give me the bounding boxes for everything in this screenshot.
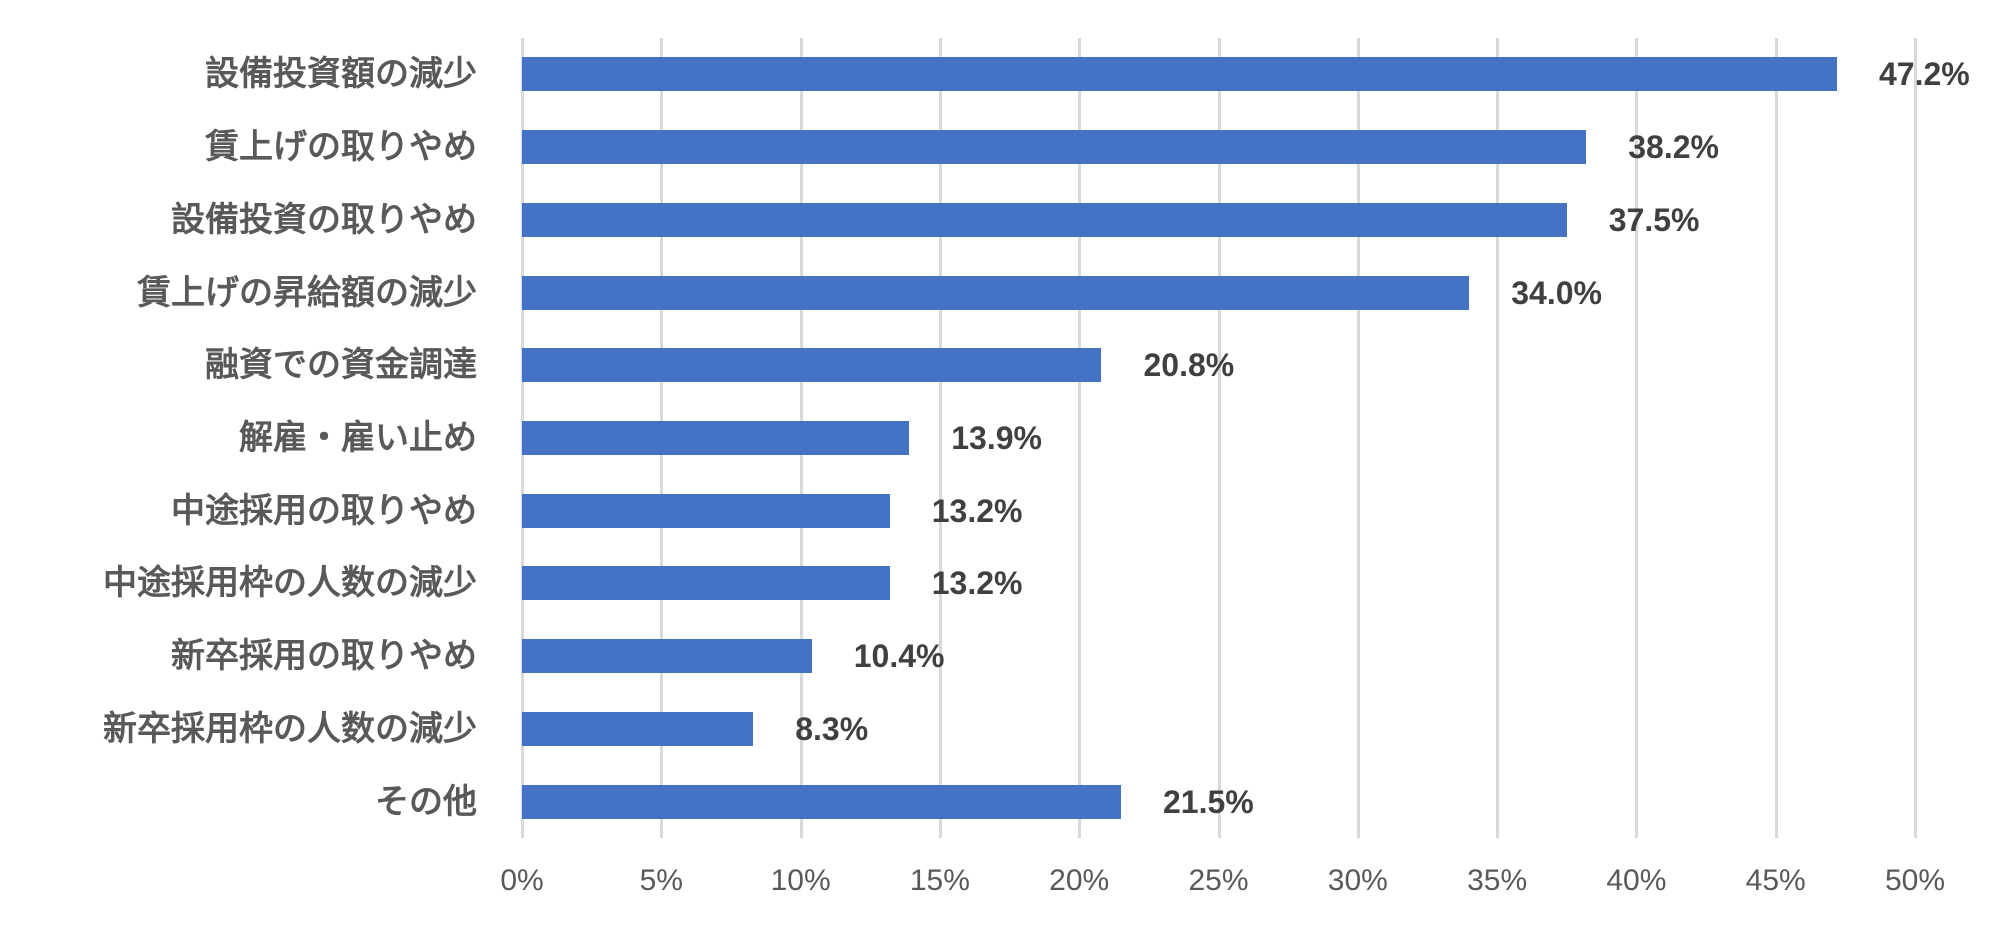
x-tick-label: 45% (1745, 864, 1806, 897)
gridline (1217, 38, 1221, 838)
x-tick-label: 5% (639, 864, 683, 897)
bar (522, 348, 1102, 383)
bar-row: 13.2% (522, 474, 1915, 547)
x-tick-label: 50% (1884, 864, 1946, 897)
value-label: 13.9% (951, 419, 1042, 456)
bar-row: 20.8% (522, 329, 1915, 402)
gridline (1496, 38, 1500, 838)
value-label: 37.5% (1608, 201, 1700, 238)
value-label: 21.5% (1162, 783, 1254, 820)
bar-row: 47.2% (522, 38, 1970, 111)
x-tick-label: 15% (909, 864, 970, 897)
gridline (938, 38, 942, 838)
value-label: 13.2% (931, 565, 1023, 602)
plot-area: 47.2% 38.2% 37.5% 34.0% 20.8% 13.9% 13.2% 13.2%… (521, 38, 1970, 838)
bar-row: 38.2% (522, 111, 1915, 184)
value-label: 10.4% (853, 638, 945, 675)
x-tick-label: 25% (1188, 864, 1249, 897)
value-label: 34.0% (1511, 274, 1602, 311)
category-label: その他 (375, 782, 477, 821)
bar-row: 34.0% (522, 256, 1915, 329)
bar (522, 639, 812, 674)
gridline (1078, 38, 1082, 838)
x-axis: 0% 5% 10% 15% 20% 25% 30% 35% 40% 45% 50% (500, 858, 1945, 908)
bar-row: 21.5% (522, 765, 1915, 838)
bar (522, 275, 1470, 310)
category-label: 中途採用の取りやめ (171, 491, 477, 530)
gridline (1774, 38, 1778, 838)
value-label: 8.3% (795, 710, 869, 747)
category-label: 設備投資額の減少 (205, 55, 477, 94)
value-label: 20.8% (1143, 347, 1235, 384)
x-tick-label: 30% (1327, 864, 1388, 897)
gridline (1356, 38, 1360, 838)
value-label: 13.2% (931, 492, 1023, 529)
gridline (1635, 38, 1639, 838)
category-label: 新卒採用枠の人数の減少 (103, 709, 477, 748)
x-tick-label: 10% (770, 864, 831, 897)
x-tick-label: 0% (500, 864, 544, 897)
category-label: 設備投資の取りやめ (171, 200, 477, 239)
bar (522, 784, 1121, 819)
bar (522, 711, 754, 746)
bar (522, 493, 890, 528)
category-label: 賃上げの取りやめ (205, 128, 477, 167)
value-label: 47.2% (1878, 56, 1970, 93)
bar-row: 13.9% (522, 402, 1915, 475)
bar (522, 566, 890, 601)
x-tick-label: 40% (1606, 864, 1667, 897)
category-axis: 設備投資額の減少 賃上げの取りやめ設備投資の取りやめ賃上げの昇給額の減少融資での資… (0, 38, 477, 838)
category-label: 中途採用枠の人数の減少 (103, 564, 477, 603)
x-tick-label: 20% (1049, 864, 1110, 897)
bar-row: 13.2% (522, 547, 1915, 620)
category-label: 融資での資金調達 (205, 346, 477, 385)
value-label: 38.2% (1628, 129, 1719, 166)
x-tick-label: 35% (1467, 864, 1528, 897)
category-label: 賃上げの昇給額の減少 (137, 273, 477, 312)
category-label: 新卒採用の取りやめ (171, 637, 477, 676)
bar (522, 420, 910, 455)
bar (522, 57, 1837, 92)
gridline (1914, 38, 1917, 838)
bar (522, 130, 1587, 165)
bar (522, 202, 1567, 237)
category-label: 解雇・雇い止め (239, 419, 477, 457)
bar-row: 10.4% (522, 620, 1915, 693)
bar-row: 8.3% (522, 693, 1915, 766)
bar-row: 37.5% (522, 183, 1915, 256)
